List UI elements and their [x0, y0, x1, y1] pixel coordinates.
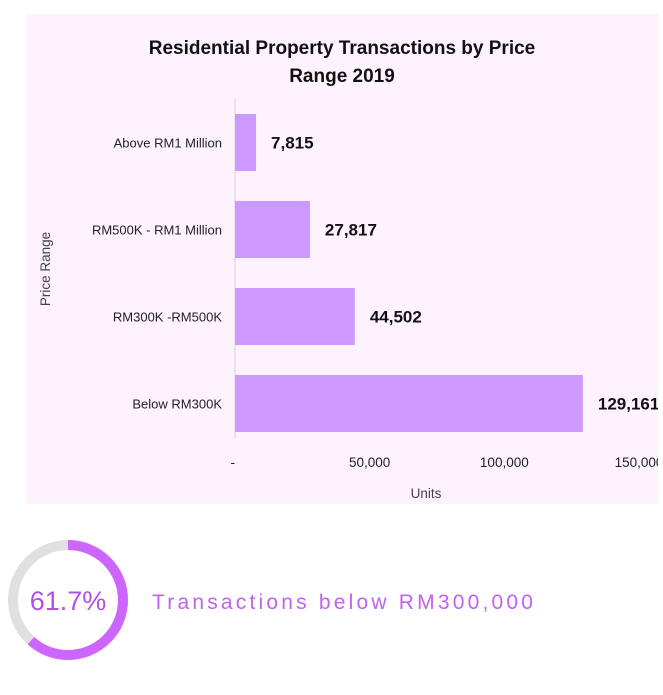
- category-label-3: Below RM300K: [132, 397, 222, 412]
- stat-caption: Transactions below RM300,000: [152, 591, 536, 614]
- stat-percentage: 61.7%: [30, 586, 107, 616]
- category-label-0: Above RM1 Million: [114, 136, 222, 151]
- x-tick-label-0: -: [231, 455, 236, 470]
- y-axis-label: Price Range: [38, 232, 53, 306]
- x-tick-label-2: 100,000: [480, 455, 529, 470]
- stat-callout: 61.7% Transactions below RM300,000: [8, 540, 536, 660]
- bar-chart: Residential Property Transactions by Pri…: [38, 38, 659, 501]
- category-label-1: RM500K - RM1 Million: [92, 223, 222, 238]
- x-ticks-group: - 50,000 100,000 150,000: [231, 455, 659, 470]
- chart-title-line-1: Residential Property Transactions by Pri…: [149, 38, 535, 59]
- x-axis-label: Units: [411, 486, 442, 501]
- bar-0: [235, 114, 257, 171]
- value-label-2: 44,502: [370, 308, 422, 327]
- chart-panel: Residential Property Transactions by Pri…: [26, 14, 658, 504]
- value-label-3: 129,161: [598, 395, 658, 414]
- value-label-0: 7,815: [271, 134, 314, 153]
- category-label-2: RM300K -RM500K: [113, 310, 222, 325]
- bar-3: [235, 375, 583, 432]
- bars-group: Above RM1 Million 7,815 RM500K - RM1 Milli…: [92, 114, 658, 432]
- bar-2: [235, 288, 355, 345]
- value-label-1: 27,817: [325, 221, 377, 240]
- progress-ring-fill: [8, 540, 128, 660]
- chart-title-line-2: Range 2019: [289, 66, 395, 87]
- x-tick-label-1: 50,000: [349, 455, 390, 470]
- bar-1: [235, 201, 310, 258]
- x-tick-label-3: 150,000: [615, 455, 658, 470]
